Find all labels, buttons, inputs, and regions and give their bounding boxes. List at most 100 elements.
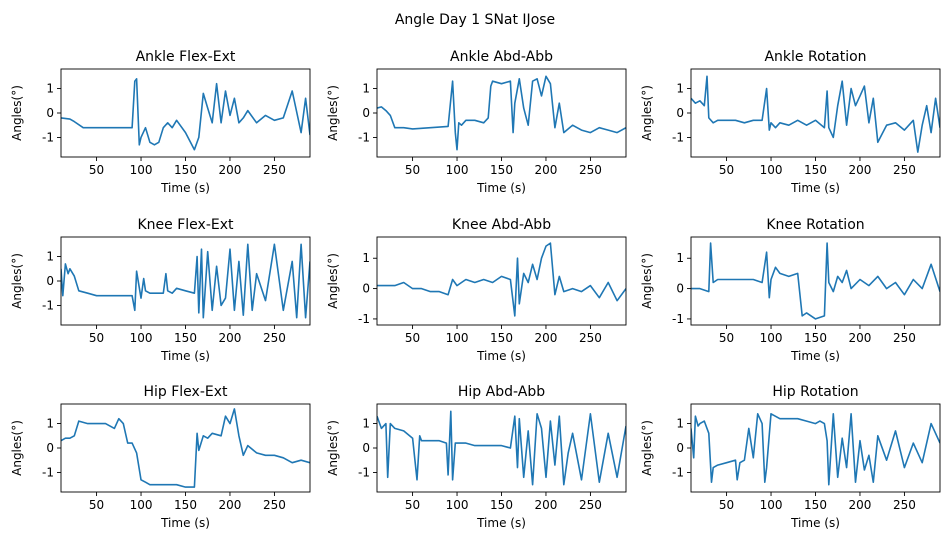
y-tick-label: -1	[672, 465, 684, 479]
y-axis-label: Angles(°)	[10, 85, 24, 141]
y-axis-label: Angles(°)	[326, 420, 340, 476]
x-tick-label: 100	[760, 498, 783, 512]
y-tick-label: 0	[46, 441, 54, 455]
y-tick-label: 1	[676, 251, 684, 265]
x-tick-label: 200	[535, 163, 558, 177]
subplot-5: Knee Abd-Abb 50 100 150 200 250 -1 0 1 Time (s) An…	[326, 217, 627, 363]
axes-frame	[376, 68, 627, 158]
y-axis-label: Angles(°)	[640, 253, 654, 309]
x-axis-label: Time (s)	[476, 516, 526, 530]
x-tick-label: 150	[804, 498, 827, 512]
x-tick-label: 150	[804, 163, 827, 177]
x-tick-label: 200	[535, 331, 558, 345]
figure-title: Angle Day 1 SNat IJose	[395, 12, 555, 28]
y-tick-label: 1	[362, 417, 370, 431]
x-tick-label: 50	[405, 331, 420, 345]
x-tick-label: 50	[719, 331, 734, 345]
x-tick-label: 250	[579, 163, 602, 177]
y-tick-label: 1	[46, 250, 54, 264]
subplot-title: Knee Abd-Abb	[452, 217, 551, 233]
axes-frame	[60, 236, 311, 326]
series-line	[61, 78, 310, 151]
x-tick-label: 250	[579, 498, 602, 512]
x-tick-label: 200	[849, 498, 872, 512]
x-tick-label: 250	[893, 163, 916, 177]
x-tick-label: 50	[89, 163, 104, 177]
subplot-1: Ankle Flex-Ext 50 100 150 200 250 -1 0 1 Time (s)…	[10, 49, 311, 195]
subplot-3: Ankle Rotation 50 100 150 200 250 -1 0 1 Time (s)…	[640, 49, 941, 195]
series-line	[377, 75, 626, 151]
x-tick-label: 100	[130, 163, 153, 177]
subplot-title: Ankle Rotation	[764, 49, 866, 65]
x-tick-label: 150	[174, 163, 197, 177]
x-tick-label: 250	[263, 331, 286, 345]
y-tick-label: 1	[362, 82, 370, 96]
axes-frame	[690, 403, 941, 493]
x-tick-label: 50	[405, 163, 420, 177]
x-tick-label: 50	[89, 331, 104, 345]
y-axis-label: Angles(°)	[10, 420, 24, 476]
x-tick-label: 250	[579, 331, 602, 345]
x-axis-label: Time (s)	[160, 516, 210, 530]
x-axis-label: Time (s)	[476, 349, 526, 363]
x-tick-label: 100	[446, 498, 469, 512]
x-tick-label: 50	[89, 498, 104, 512]
x-tick-label: 200	[219, 331, 242, 345]
subplot-4: Knee Flex-Ext 50 100 150 200 250 -1 0 1 Time (s) A…	[10, 217, 311, 363]
x-tick-label: 250	[893, 331, 916, 345]
x-axis-label: Time (s)	[790, 349, 840, 363]
axes-frame	[60, 403, 311, 493]
x-tick-label: 150	[804, 331, 827, 345]
x-tick-label: 100	[446, 331, 469, 345]
series-line	[377, 242, 626, 317]
x-tick-label: 100	[760, 163, 783, 177]
axes-frame	[690, 236, 941, 326]
series-line	[61, 243, 310, 319]
y-axis-label: Angles(°)	[326, 85, 340, 141]
subplot-title: Hip Rotation	[772, 384, 858, 400]
series-line	[691, 75, 940, 153]
x-tick-label: 150	[490, 163, 513, 177]
subplot-9: Hip Rotation 50 100 150 200 250 -1 0 1 Time (s) An…	[640, 384, 941, 530]
subplot-title: Hip Abd-Abb	[458, 384, 545, 400]
y-tick-label: 1	[362, 251, 370, 265]
x-tick-label: 250	[263, 498, 286, 512]
x-tick-label: 100	[130, 331, 153, 345]
y-tick-label: 0	[362, 106, 370, 120]
series-line	[691, 412, 940, 486]
y-tick-label: -1	[672, 312, 684, 326]
y-tick-label: 1	[676, 417, 684, 431]
y-tick-label: -1	[358, 130, 370, 144]
y-tick-label: -1	[42, 298, 54, 312]
y-tick-label: 0	[46, 106, 54, 120]
y-axis-label: Angles(°)	[640, 85, 654, 141]
x-axis-label: Time (s)	[790, 181, 840, 195]
subplot-7: Hip Flex-Ext 50 100 150 200 250 -1 0 1 Time (s) An…	[10, 384, 311, 530]
axes-frame	[376, 236, 627, 326]
x-tick-label: 100	[446, 163, 469, 177]
series-line	[61, 408, 310, 488]
y-tick-label: 0	[362, 441, 370, 455]
y-tick-label: -1	[358, 465, 370, 479]
x-axis-label: Time (s)	[160, 181, 210, 195]
subplot-8: Hip Abd-Abb 50 100 150 200 250 -1 0 1 Time (s) Ang…	[326, 384, 627, 530]
x-tick-label: 200	[849, 163, 872, 177]
x-tick-label: 250	[263, 163, 286, 177]
x-tick-label: 100	[760, 331, 783, 345]
y-tick-label: 0	[46, 274, 54, 288]
subplot-2: Ankle Abd-Abb 50 100 150 200 250 -1 0 1 Time (s) A…	[326, 49, 627, 195]
x-tick-label: 150	[174, 331, 197, 345]
y-tick-label: 1	[676, 82, 684, 96]
x-tick-label: 50	[719, 498, 734, 512]
y-tick-label: 1	[46, 417, 54, 431]
x-tick-label: 150	[490, 498, 513, 512]
y-tick-label: -1	[672, 130, 684, 144]
x-tick-label: 100	[130, 498, 153, 512]
x-tick-label: 250	[893, 498, 916, 512]
x-axis-label: Time (s)	[790, 516, 840, 530]
y-axis-label: Angles(°)	[326, 253, 340, 309]
x-tick-label: 150	[490, 331, 513, 345]
subplot-title: Ankle Abd-Abb	[450, 49, 553, 65]
